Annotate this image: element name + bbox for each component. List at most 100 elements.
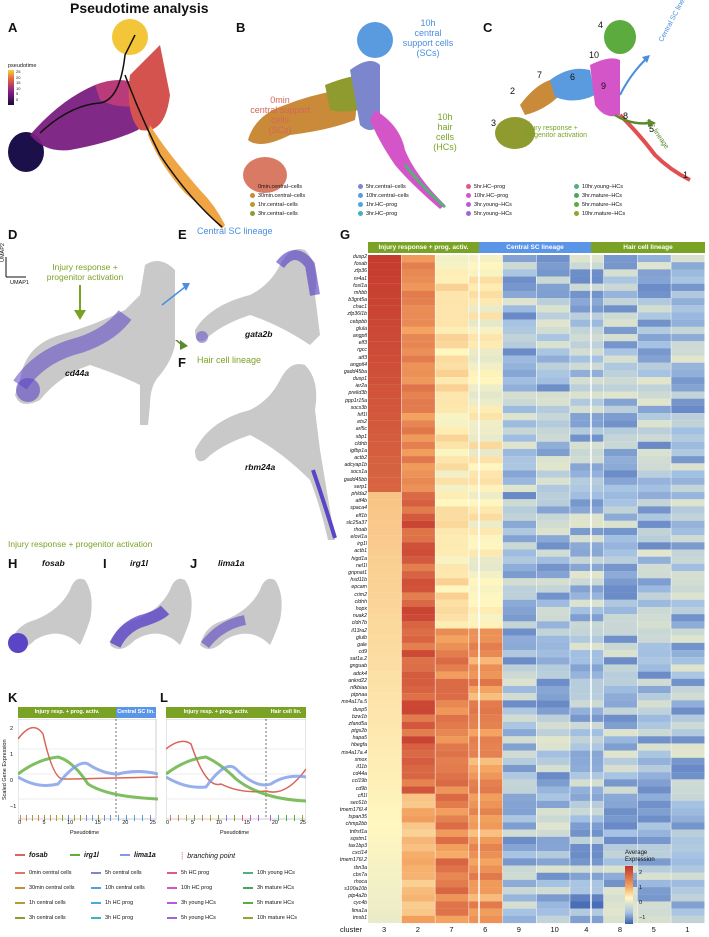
- heatmap-cell: [637, 369, 671, 378]
- heatmap-cell: [469, 901, 503, 909]
- heatmap-cell: [368, 578, 402, 586]
- gene-label: s100a10b: [344, 886, 367, 893]
- heatmap-cell: [368, 513, 402, 521]
- heatmap-cell: [469, 441, 503, 450]
- heatmap-cell: [536, 369, 570, 378]
- heatmap-cell: [502, 851, 536, 859]
- heatmap-cell: [368, 255, 402, 263]
- gene-label: glulb: [356, 634, 367, 641]
- heatmap-cell: [502, 484, 536, 493]
- heatmap-cell: [603, 470, 638, 478]
- gene-label: hbegfa: [351, 742, 367, 749]
- heatmap-cell: [637, 563, 671, 572]
- gene-label: socs1a: [350, 469, 367, 476]
- heatmap-cell: [570, 262, 604, 270]
- heatmap-cell: [435, 384, 469, 392]
- heatmap-cell: [603, 427, 638, 435]
- heatmap-cell: [671, 908, 705, 916]
- heatmap-cell: [603, 527, 638, 536]
- heatmap-cell: [401, 729, 435, 737]
- heatmap-cell: [671, 348, 705, 356]
- heatmap-cell: [435, 377, 469, 385]
- heatmap-cell: [435, 887, 469, 895]
- heatmap-cell: [536, 413, 570, 421]
- heatmap-cell: [536, 262, 570, 270]
- heatmap-cell: [603, 729, 638, 737]
- heatmap-cell: [536, 535, 570, 543]
- heatmap-cell: [570, 578, 604, 586]
- heatmap-cell: [603, 571, 638, 579]
- heatmap-cell: [502, 736, 536, 744]
- heatmap-cell: [570, 808, 604, 816]
- heatmap-cell: [435, 621, 469, 629]
- legend-b-item: 10hr.HC–prog: [466, 193, 508, 199]
- heatmap-cell: [637, 499, 671, 507]
- heatmap-cell: [603, 499, 638, 507]
- heatmap-cell: [368, 635, 402, 643]
- heatmap-cell: [502, 635, 536, 643]
- heatmap-cell: [637, 506, 671, 514]
- heatmap-cell: [502, 592, 536, 600]
- heatmap-cell: [502, 693, 536, 701]
- heatmap-cell: [637, 650, 671, 658]
- heatmap-cell: [536, 872, 570, 881]
- k-lima1a-curve: [18, 761, 158, 787]
- heatmap-cell: [502, 578, 536, 586]
- heatmap-cell: [435, 470, 469, 478]
- heatmap-cell: [536, 606, 570, 615]
- heatmap-cell: [637, 764, 671, 773]
- gene-label: hif1l: [357, 412, 367, 419]
- legend-b-item: 10hr.mature–HCs: [574, 211, 625, 217]
- cluster-number: 7: [449, 925, 454, 934]
- heatmap-cell: [637, 757, 671, 766]
- heatmap-cell: [536, 887, 570, 895]
- heatmap-cell: [637, 348, 671, 356]
- heatmap-cell: [435, 448, 469, 457]
- heatmap-cell: [536, 908, 570, 916]
- heatmap-cell: [368, 685, 402, 694]
- heatmap-cell: [502, 520, 536, 529]
- heatmap-cell: [469, 262, 503, 270]
- legend-b-item: 1hr.central–cells: [250, 202, 298, 208]
- heatmap-cell: [435, 542, 469, 550]
- heatmap-cell: [401, 786, 435, 794]
- heatmap-cell: [502, 571, 536, 579]
- heatmap-cell: [536, 714, 570, 722]
- heatmap-cell: [435, 312, 469, 320]
- heatmap-cell: [368, 384, 402, 392]
- heatmap-cell: [603, 901, 638, 909]
- heatmap-cell: [401, 542, 435, 550]
- heatmap-cell: [637, 851, 671, 859]
- heatmap-cell: [637, 599, 671, 608]
- cluster-number: 4: [584, 925, 589, 934]
- heatmap-cell: [368, 369, 402, 378]
- heatmap-cell: [671, 369, 705, 378]
- heatmap-cell: [570, 729, 604, 737]
- heatmap-cell: [536, 556, 570, 564]
- heatmap-cell: [671, 535, 705, 543]
- heatmap-cell: [671, 628, 705, 636]
- heatmap-cell: [502, 764, 536, 773]
- heatmap-cell: [536, 808, 570, 816]
- heatmap-cell: [637, 606, 671, 615]
- heatmap-cell: [435, 269, 469, 277]
- heatmap-cell: [671, 851, 705, 859]
- heatmap-cell: [469, 484, 503, 493]
- gene-label: atf3: [358, 354, 367, 361]
- gene-label: cldnh: [354, 598, 367, 605]
- heatmap-cell: [502, 427, 536, 435]
- cluster-number: 2: [415, 925, 420, 934]
- heatmap-cell: [637, 786, 671, 794]
- heatmap-cell: [671, 305, 705, 313]
- heatmap-cell: [368, 693, 402, 701]
- heatmap-cell: [570, 298, 604, 306]
- heatmap-cell: [368, 463, 402, 471]
- heatmap-cell: [502, 599, 536, 608]
- heatmap-cell: [368, 872, 402, 881]
- heatmap-cell: [603, 377, 638, 385]
- gene-label: gnguab: [349, 663, 367, 670]
- gene-label: ptpnaa: [351, 692, 367, 699]
- heatmap-cell: [502, 420, 536, 428]
- gene-label: sqstm1: [350, 835, 367, 842]
- heatmap-cell: [435, 793, 469, 801]
